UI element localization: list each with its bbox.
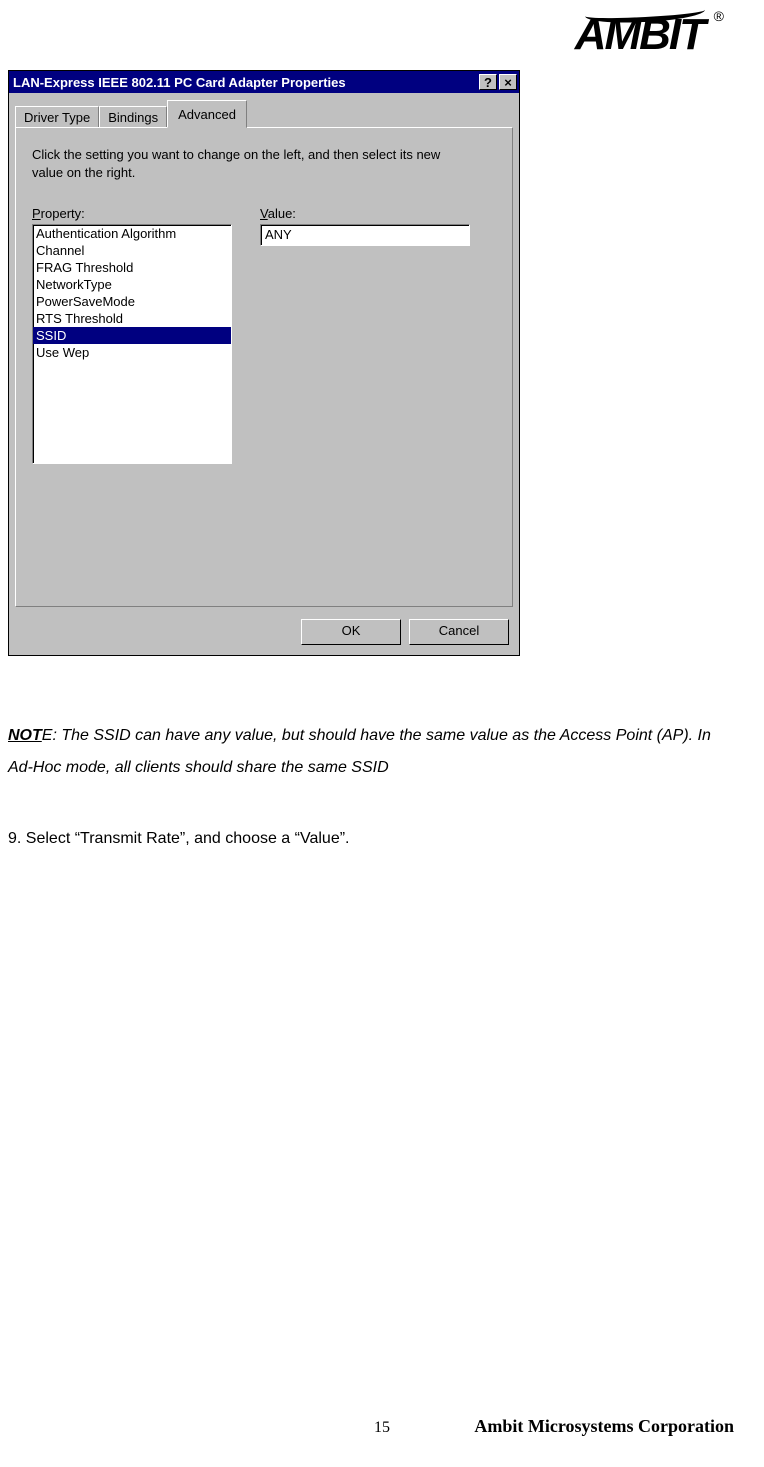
list-item[interactable]: SSID (33, 327, 231, 344)
dialog-title: LAN-Express IEEE 802.11 PC Card Adapter … (13, 75, 477, 90)
property-column: Property: Authentication AlgorithmChanne… (32, 206, 232, 464)
property-label: Property: (32, 206, 232, 221)
logo-text: AMBIT ® (575, 10, 704, 59)
value-input[interactable]: ANY (260, 224, 470, 246)
tab-panel-advanced: Click the setting you want to change on … (15, 127, 513, 607)
property-columns: Property: Authentication AlgorithmChanne… (32, 206, 496, 464)
step-9-text: 9. Select “Transmit Rate”, and choose a … (8, 830, 349, 848)
brand-logo: AMBIT ® (575, 10, 704, 60)
close-icon: × (504, 75, 512, 90)
list-item[interactable]: Channel (33, 242, 231, 259)
property-listbox[interactable]: Authentication AlgorithmChannelFRAG Thre… (32, 224, 232, 464)
help-button[interactable]: ? (479, 74, 497, 90)
list-item[interactable]: NetworkType (33, 276, 231, 293)
instruction-text: Click the setting you want to change on … (32, 146, 452, 182)
page-number: 15 (374, 1419, 390, 1437)
registered-mark: ® (714, 8, 722, 24)
close-button[interactable]: × (499, 74, 517, 90)
note-label-head: NOT (8, 727, 42, 744)
list-item[interactable]: Authentication Algorithm (33, 225, 231, 242)
value-label: Value: (260, 206, 496, 221)
property-label-rest: roperty: (41, 206, 85, 221)
list-item[interactable]: FRAG Threshold (33, 259, 231, 276)
tab-bindings[interactable]: Bindings (99, 106, 167, 128)
value-column: Value: ANY (260, 206, 496, 464)
tab-advanced[interactable]: Advanced (167, 100, 247, 128)
note-block: NOTE: The SSID can have any value, but s… (8, 720, 724, 784)
titlebar[interactable]: LAN-Express IEEE 802.11 PC Card Adapter … (9, 71, 519, 93)
list-item[interactable]: RTS Threshold (33, 310, 231, 327)
value-label-accel: V (260, 206, 268, 221)
properties-dialog: LAN-Express IEEE 802.11 PC Card Adapter … (8, 70, 520, 656)
note-label: NOT (8, 727, 42, 744)
dialog-button-row: OK Cancel (9, 613, 519, 655)
value-label-rest: alue: (268, 206, 296, 221)
list-item[interactable]: Use Wep (33, 344, 231, 361)
note-label-tail: E (42, 727, 53, 744)
note-body: : The SSID can have any value, but shoul… (8, 727, 711, 776)
tab-driver-type[interactable]: Driver Type (15, 106, 99, 128)
tab-strip: Driver Type Bindings Advanced (9, 93, 519, 127)
list-item[interactable]: PowerSaveMode (33, 293, 231, 310)
cancel-button[interactable]: Cancel (409, 619, 509, 645)
ok-button[interactable]: OK (301, 619, 401, 645)
logo-word: AMBIT (575, 10, 704, 59)
help-icon: ? (484, 75, 492, 90)
property-label-accel: P (32, 206, 41, 221)
footer-company: Ambit Microsystems Corporation (474, 1416, 734, 1437)
